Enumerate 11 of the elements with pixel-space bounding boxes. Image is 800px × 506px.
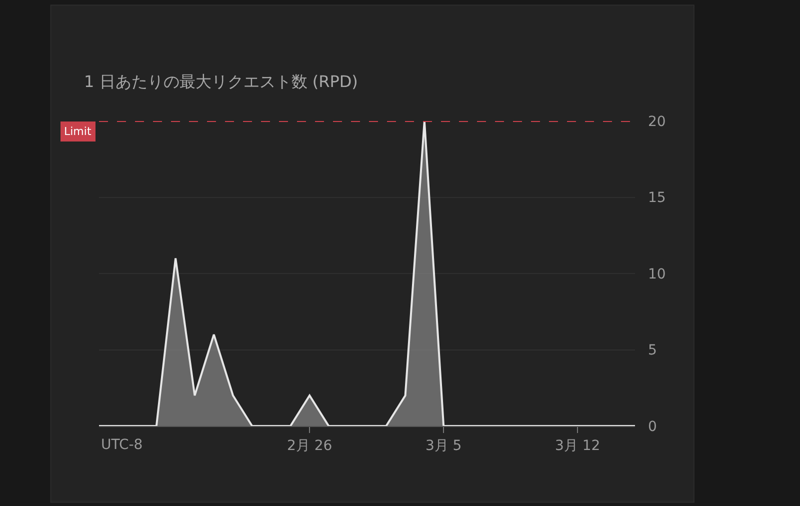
y-tick-label: 0 [648, 418, 657, 435]
ref-line-label: Limit [64, 125, 92, 138]
text: UTC-8 [101, 437, 143, 453]
y-tick-label: 20 [648, 114, 666, 130]
x-tick-label: 3月 12 [554, 438, 600, 454]
chart-title: 1 日あたりの最大リクエスト数 (RPD) [84, 72, 358, 92]
y-tick-label: 15 [648, 190, 666, 206]
y-tick-label: 10 [648, 266, 666, 282]
y-tick-label: 5 [648, 342, 657, 359]
x-tick-label: 2月 26 [286, 438, 332, 454]
x-tick-label: 3月 5 [425, 438, 462, 454]
